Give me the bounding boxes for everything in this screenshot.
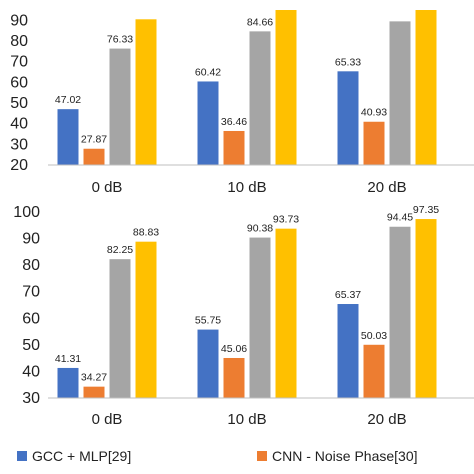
category-label: 0 dB	[92, 179, 123, 196]
y-tick-label: 80	[22, 257, 40, 274]
data-label: 41.31	[55, 353, 81, 365]
data-label: 88.83	[133, 227, 159, 239]
category-label: 20 dB	[367, 411, 406, 428]
y-tick-label: 80	[10, 33, 28, 50]
y-tick-label: 70	[10, 54, 28, 71]
bar	[275, 10, 297, 165]
y-tick-label: 50	[10, 95, 28, 112]
data-label: 60.42	[195, 66, 221, 78]
bar	[415, 10, 437, 165]
data-label: 82.25	[107, 244, 133, 256]
data-label: 97.35	[413, 204, 439, 216]
data-label: 94.45	[387, 212, 413, 224]
y-tick-label: 90	[10, 12, 28, 29]
bar	[249, 237, 271, 398]
bar	[223, 130, 245, 165]
bar	[275, 228, 297, 398]
category-label: 0 dB	[92, 411, 123, 428]
bar	[415, 219, 437, 398]
data-label: 55.75	[195, 315, 221, 327]
data-label: 65.33	[335, 56, 361, 68]
bar	[109, 259, 131, 398]
legend-label: GCC + MLP[29]	[32, 448, 131, 464]
bar	[389, 226, 411, 398]
y-tick-label: 60	[22, 310, 40, 327]
bar	[337, 304, 359, 398]
category-label: 10 dB	[227, 411, 266, 428]
legend-swatch	[17, 451, 27, 461]
data-label: 93.73	[273, 214, 299, 226]
bar	[135, 19, 157, 165]
bar	[389, 21, 411, 165]
data-label: 84.66	[247, 16, 273, 28]
data-label: 76.33	[107, 34, 133, 46]
data-label: 34.27	[81, 372, 107, 384]
bar	[57, 109, 79, 165]
legend-swatch	[257, 451, 267, 461]
data-label: 47.02	[55, 94, 81, 106]
y-tick-label: 50	[22, 337, 40, 354]
y-tick-label: 40	[10, 116, 28, 133]
y-tick-label: 30	[10, 136, 28, 153]
bar	[197, 329, 219, 398]
legend-label: CNN - Noise Phase[30]	[272, 448, 418, 464]
bar	[83, 386, 105, 398]
y-tick-label: 100	[13, 204, 40, 221]
data-label: 50.03	[361, 330, 387, 342]
y-tick-label: 60	[10, 74, 28, 91]
y-tick-label: 20	[10, 157, 28, 174]
bar	[223, 357, 245, 398]
y-tick-label: 90	[22, 231, 40, 248]
y-tick-label: 70	[22, 284, 40, 301]
data-label: 90.38	[247, 223, 273, 235]
bar	[197, 81, 219, 165]
data-label: 45.06	[221, 343, 247, 355]
y-tick-label: 40	[22, 363, 40, 380]
bar	[337, 71, 359, 165]
bar	[83, 148, 105, 165]
data-label: 65.37	[335, 289, 361, 301]
bar	[135, 241, 157, 398]
bar	[57, 367, 79, 398]
category-label: 20 dB	[367, 179, 406, 196]
data-label: 27.87	[81, 134, 107, 146]
bar	[109, 48, 131, 165]
y-tick-label: 30	[22, 390, 40, 407]
bar	[363, 344, 385, 398]
data-label: 36.46	[221, 116, 247, 128]
data-label: 40.93	[361, 107, 387, 119]
category-label: 10 dB	[227, 179, 266, 196]
bar	[249, 31, 271, 165]
bar	[363, 121, 385, 165]
